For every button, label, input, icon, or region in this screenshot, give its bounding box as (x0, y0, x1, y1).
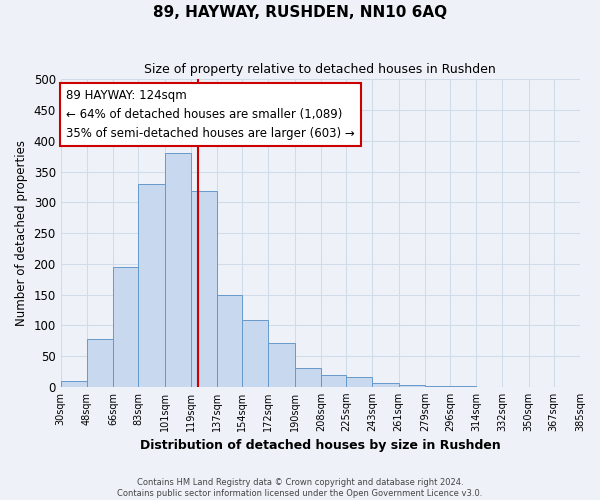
Bar (138, 184, 164, 387)
Bar (268, 342, 295, 387)
Bar (191, 192, 217, 387)
Text: 89, HAYWAY, RUSHDEN, NN10 6AQ: 89, HAYWAY, RUSHDEN, NN10 6AQ (153, 5, 447, 20)
Bar (164, 153, 191, 387)
Bar (372, 382, 398, 387)
Bar (242, 320, 268, 387)
Text: 89 HAYWAY: 124sqm
← 64% of detached houses are smaller (1,089)
35% of semi-detac: 89 HAYWAY: 124sqm ← 64% of detached hous… (66, 88, 355, 140)
Text: Contains HM Land Registry data © Crown copyright and database right 2024.
Contai: Contains HM Land Registry data © Crown c… (118, 478, 482, 498)
Bar (61, 380, 87, 387)
Bar (425, 386, 450, 387)
Bar (295, 368, 321, 387)
Bar (113, 267, 138, 387)
X-axis label: Distribution of detached houses by size in Rushden: Distribution of detached houses by size … (140, 440, 501, 452)
Bar (87, 339, 113, 387)
Bar (450, 386, 476, 387)
Title: Size of property relative to detached houses in Rushden: Size of property relative to detached ho… (145, 62, 496, 76)
Bar (346, 377, 372, 387)
Bar (321, 374, 346, 387)
Y-axis label: Number of detached properties: Number of detached properties (15, 140, 28, 326)
Bar (398, 385, 425, 387)
Bar (217, 294, 242, 387)
